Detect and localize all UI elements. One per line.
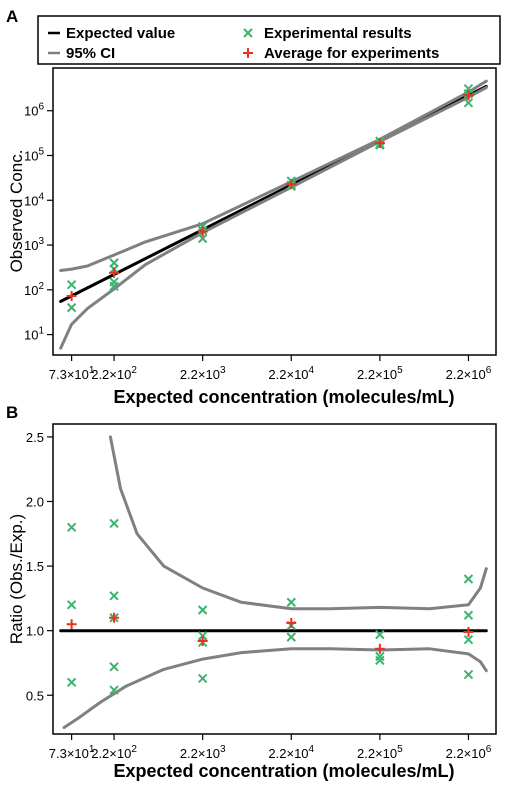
plot-frame-a (52, 67, 497, 356)
experimental-point (109, 685, 119, 695)
ci-line (108, 435, 488, 611)
x-tick-label: 7.3×101 (49, 744, 95, 761)
average-point (286, 179, 297, 190)
experimental-point (197, 605, 208, 615)
legend-experimental-label: Experimental results (264, 25, 412, 42)
experimental-point (197, 673, 208, 684)
experimental-point (109, 662, 119, 672)
experimental-point (375, 655, 385, 666)
y-axis-title-a: Observed Conc. (7, 150, 26, 273)
x-tick-label: 2.2×106 (446, 744, 492, 761)
experimental-point (463, 98, 474, 108)
plot-frame-b (52, 423, 497, 735)
average-point (463, 90, 474, 101)
experimental-point (66, 280, 77, 290)
legend-ci-label: 95% CI (66, 45, 115, 62)
x-tick-label: 2.2×103 (180, 744, 226, 761)
experimental-point (109, 591, 119, 601)
experimental-point (109, 518, 119, 529)
y-tick-label: 104 (24, 191, 44, 208)
experimental-point (109, 281, 119, 291)
legend-experimental-swatch (243, 28, 253, 38)
x-tick-label: 2.2×104 (268, 365, 314, 382)
experimental-point (286, 632, 296, 642)
ci-line (62, 647, 488, 729)
legend-average-swatch (243, 48, 253, 58)
average-point (463, 626, 474, 637)
x-tick-label: 2.2×102 (91, 744, 137, 761)
y-tick-label: 106 (24, 102, 44, 119)
x-tick-label: 2.2×105 (357, 744, 403, 761)
y-tick-label: 0.5 (26, 688, 44, 703)
average-point (374, 643, 385, 654)
x-tick-label: 7.3×101 (49, 365, 95, 382)
average-point (374, 138, 385, 149)
panel-letter-a: A (6, 7, 18, 26)
legend-box (37, 15, 501, 65)
ci-line (59, 86, 488, 350)
legend: Expected value 95% CI Experimental resul… (37, 15, 501, 65)
x-tick-label: 2.2×102 (91, 365, 137, 382)
average-point (66, 290, 77, 301)
x-tick-label: 2.2×103 (180, 365, 226, 382)
experimental-point (375, 651, 385, 662)
experimental-point (286, 597, 296, 607)
y-axis-title-b: Ratio (Obs./Exp.) (7, 514, 26, 644)
y-tick-label: 1.0 (26, 624, 44, 639)
legend-expected-label: Expected value (66, 25, 175, 42)
y-tick-label: 2.0 (26, 495, 44, 510)
experimental-point (375, 629, 385, 640)
average-point (109, 612, 120, 623)
y-tick-label: 101 (24, 326, 44, 343)
x-axis-title-a: Expected concentration (molecules/mL) (113, 387, 454, 407)
average-point (66, 619, 77, 630)
x-axis-title-b: Expected concentration (molecules/mL) (113, 761, 454, 781)
experimental-point (463, 610, 474, 620)
experimental-point (463, 669, 474, 680)
experimental-point (463, 574, 474, 584)
panel-letter-b: B (6, 403, 18, 422)
x-tick-label: 2.2×106 (446, 365, 492, 382)
y-tick-label: 2.5 (26, 430, 44, 445)
experimental-point (66, 302, 77, 313)
y-tick-label: 102 (24, 281, 44, 298)
experimental-point (197, 233, 208, 244)
ci-line (59, 79, 488, 272)
chart-panel-a: Expected value 95% CI Experimental resul… (7, 15, 501, 407)
average-point (286, 617, 297, 628)
experimental-point (463, 635, 474, 645)
y-tick-label: 1.5 (26, 559, 44, 574)
y-tick-label: 103 (24, 236, 44, 253)
average-point (109, 267, 120, 278)
y-tick-label: 105 (24, 146, 44, 163)
legend-average-label: Average for experiments (264, 45, 439, 62)
x-tick-label: 2.2×105 (357, 365, 403, 382)
experimental-point (66, 677, 77, 688)
x-tick-label: 2.2×104 (268, 744, 314, 761)
experimental-point (66, 522, 77, 533)
average-point (197, 636, 208, 646)
experimental-point (66, 600, 77, 610)
average-point (197, 226, 208, 237)
